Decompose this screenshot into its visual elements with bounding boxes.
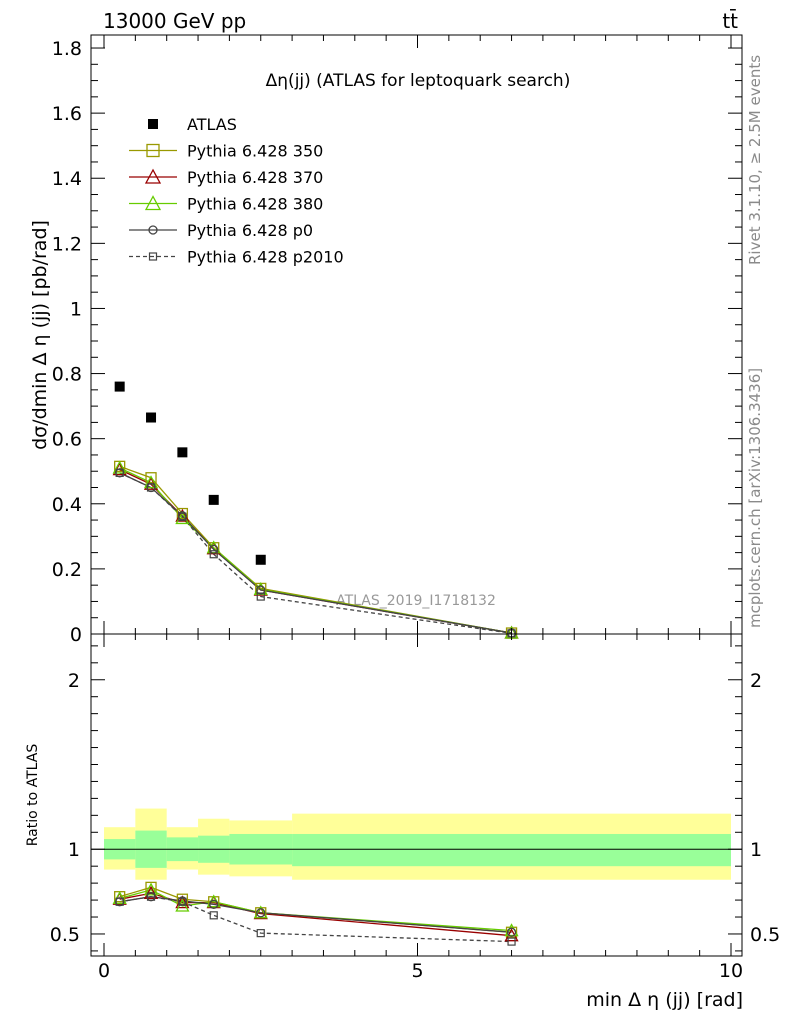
main-point-5-4 [256, 592, 265, 601]
ratio-point-3-5 [506, 927, 517, 937]
legend-label-4: Pythia 6.428 p0 [187, 221, 313, 240]
rivet-version-label: Rivet 3.1.10, ≥ 2.5M events [746, 55, 764, 265]
main-point-1-2 [176, 507, 189, 520]
main-point-5-2 [178, 512, 187, 521]
main-y-tick-label: 1.2 [52, 233, 82, 255]
main-point-3-0 [112, 460, 127, 474]
ratio-y-tick-label: 0.5 [50, 924, 80, 946]
main-y-tick-label: 1.8 [52, 38, 82, 60]
ratio-y-tick-label: 1 [68, 839, 80, 861]
ratio-uncertainty-bands [104, 808, 731, 880]
main-line-5 [119, 472, 512, 634]
plot-title: Δη(jj) (ATLAS for leptoquark search) [266, 71, 571, 91]
legend-label-5: Pythia 6.428 p2010 [187, 248, 344, 267]
legend-label-2: Pythia 6.428 370 [187, 168, 323, 187]
legend-marker-3 [144, 195, 162, 211]
ratio-y-tick-label-right: 1 [750, 839, 762, 861]
main-point-0-2 [177, 447, 188, 458]
process-label: tt̄ [722, 8, 738, 33]
main-point-4-4 [256, 585, 266, 595]
series-markers [112, 381, 519, 946]
ratio-point-2-4 [253, 905, 268, 919]
main-y-tick-label: 0.6 [52, 429, 82, 451]
main-point-0-4 [255, 554, 266, 565]
ratio-point-2-1 [143, 882, 159, 896]
main-point-3-1 [143, 475, 159, 489]
x-tick-label: 10 [719, 960, 743, 982]
energy-label: 13000 GeV pp [103, 9, 246, 33]
legend: ATLAS Pythia 6.428 350 Pythia 6.428 370 Pyt… [129, 115, 344, 267]
ratio-y-tick-label-right: 2 [750, 670, 762, 692]
ratio-y-tick-label: 2 [68, 670, 80, 692]
ratio-frame [90, 633, 743, 957]
main-y-tick-label: 0.4 [52, 494, 82, 516]
legend-label-3: Pythia 6.428 380 [187, 195, 323, 214]
ratio-y-tick-label-right: 0.5 [750, 924, 780, 946]
mcplots-label: mcplots.cern.ch [arXiv:1306.3436] [746, 368, 764, 628]
legend-marker-4 [148, 225, 158, 235]
main-y-tick-label: 0.8 [52, 364, 82, 386]
legend-marker-0 [148, 119, 158, 129]
ratio-line-2 [119, 889, 512, 932]
main-point-0-0 [114, 381, 125, 392]
ratio-point-3-3 [209, 899, 219, 909]
main-y-tick-label: 1.4 [52, 168, 82, 190]
watermark: ATLAS_2019_I1718132 [336, 593, 496, 609]
inner-band-5 [292, 833, 731, 867]
ratio-point-4-2 [178, 897, 187, 906]
legend-marker-2 [144, 168, 162, 184]
main-point-5-1 [146, 483, 156, 492]
main-point-5-3 [209, 550, 218, 559]
main-point-1-1 [145, 472, 157, 484]
legend-label-1: Pythia 6.428 350 [187, 142, 323, 161]
legend-marker-5 [148, 252, 158, 261]
main-y-tick-label: 1.6 [52, 103, 82, 125]
main-point-5-0 [115, 468, 124, 477]
ratio-point-0-5 [505, 926, 518, 938]
ratio-point-0-2 [176, 893, 189, 905]
ratio-y-axis-label: Ratio to ATLAS [25, 744, 41, 847]
x-axis-label: min Δ η (jj) [rad] [586, 989, 743, 1011]
ratio-point-3-4 [256, 908, 266, 918]
axes: 0 5 10 0 0.2 0.4 0.6 0.8 1 1.2 1.4 1.6 1.8 0.5 0.5 1 1 2 2 [50, 34, 780, 982]
ratio-point-4-4 [256, 929, 265, 938]
main-y-tick-label: 0.2 [52, 559, 82, 581]
main-y-axis-label: dσ/dmin Δ η (jj) [pb/rad] [29, 220, 51, 450]
legend-label-0: ATLAS [187, 115, 237, 134]
main-y-tick-label: 0 [70, 624, 82, 646]
ratio-point-4-5 [507, 937, 516, 946]
main-point-0-1 [146, 412, 157, 423]
x-tick-label: 5 [411, 960, 423, 982]
main-point-4-3 [209, 544, 219, 555]
x-tick-label: 0 [98, 960, 110, 982]
ratio-point-4-1 [146, 892, 156, 901]
main-y-tick-label: 1 [70, 298, 82, 320]
ratio-line-4 [119, 896, 512, 943]
main-point-0-3 [208, 494, 219, 505]
ratio-point-4-0 [115, 897, 124, 906]
legend-marker-1 [146, 143, 160, 158]
ratio-point-4-3 [209, 911, 218, 920]
